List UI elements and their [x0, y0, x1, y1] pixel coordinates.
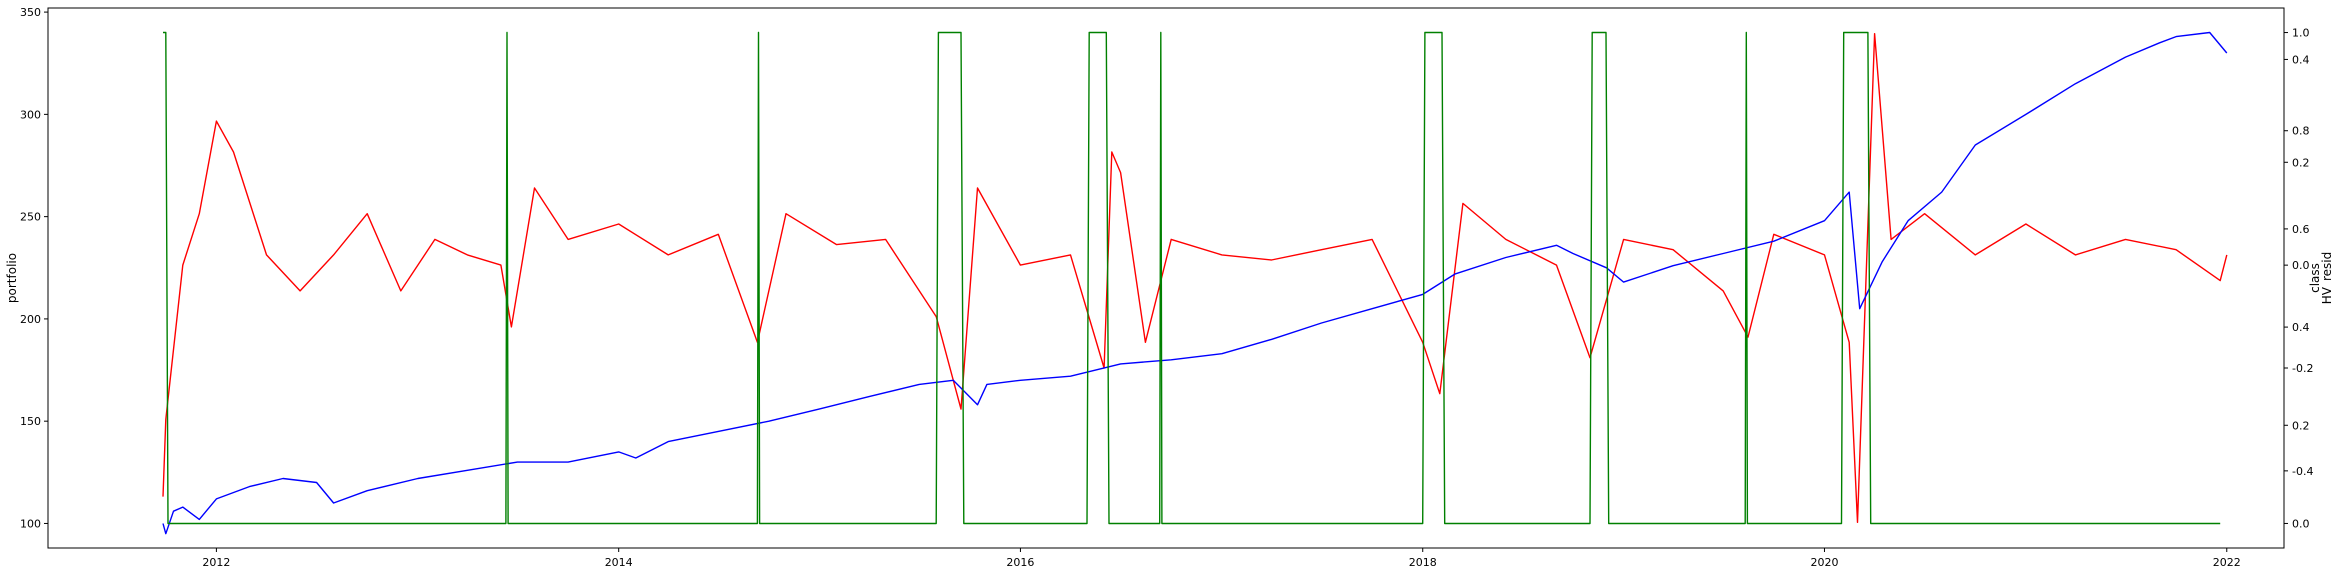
x-tick-label: 2018: [1409, 556, 1437, 569]
class-tick-label: 0.4: [2292, 321, 2310, 334]
hv-resid-tick-label: -0.2: [2292, 362, 2313, 375]
x-tick-label: 2020: [1810, 556, 1838, 569]
series-layer: [162, 31, 2228, 535]
x-axis: 2012 2014 2016 2018 2020 2022: [202, 548, 2241, 569]
x-tick-label: 2022: [2213, 556, 2241, 569]
series-line-right_1: [163, 31, 2221, 525]
left-tick-label: 150: [20, 415, 41, 428]
right-axis-hv-resid: -0.4 -0.2 0.0 0.2 0.4: [2284, 53, 2313, 478]
left-tick-label: 100: [20, 517, 41, 530]
right-axis-class-label: class: [2308, 263, 2322, 293]
class-tick-label: 1.0: [2292, 27, 2310, 40]
class-tick-label: 0.2: [2292, 419, 2310, 432]
hv-resid-tick-label: 0.0: [2292, 259, 2310, 272]
hv-resid-tick-label: 0.4: [2292, 53, 2310, 66]
left-axis-label: portfolio: [5, 253, 19, 303]
left-tick-label: 200: [20, 313, 41, 326]
x-tick-label: 2016: [1006, 556, 1034, 569]
right-axis-hv-resid-label: HV_resid: [2320, 252, 2332, 305]
series-line-right_2: [162, 33, 2228, 523]
right-axis-class: 0.0 0.2 0.4 0.6 0.8 1.0: [2284, 27, 2310, 530]
x-tick-label: 2014: [605, 556, 633, 569]
left-tick-label: 250: [20, 211, 41, 224]
left-axis: 100 150 200 250 300 350: [20, 6, 48, 530]
left-tick-label: 350: [20, 6, 41, 19]
class-tick-label: 0.6: [2292, 223, 2310, 236]
hv-resid-tick-label: 0.2: [2292, 156, 2310, 169]
plot-frame: [47, 7, 2285, 549]
left-tick-label: 300: [20, 108, 41, 121]
series-line-left: [162, 31, 2228, 535]
x-tick-label: 2012: [202, 556, 230, 569]
hv-resid-tick-label: -0.4: [2292, 465, 2313, 478]
class-tick-label: 0.8: [2292, 125, 2310, 138]
class-tick-label: 0.0: [2292, 517, 2310, 530]
